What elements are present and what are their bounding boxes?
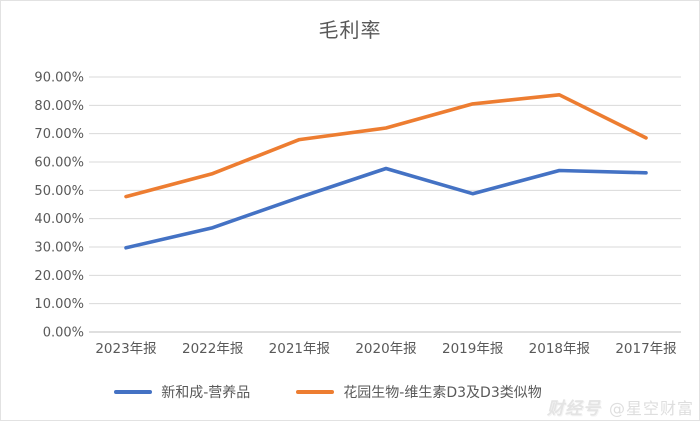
watermark: 财经号 @星空财富 — [546, 399, 694, 419]
y-axis-tick-label: 60.00% — [34, 156, 84, 171]
y-axis-tick-label: 50.00% — [34, 184, 84, 199]
x-axis-tick-label: 2020年报 — [355, 341, 416, 357]
line-chart-plot-area: 0.00% 10.00% 20.00% 30.00% 40.00% 50.00% 60.00… — [34, 71, 681, 357]
series-line — [124, 93, 648, 199]
x-axis-tick-label: 2019年报 — [442, 341, 503, 357]
series-line — [124, 166, 648, 250]
y-axis-tick-label: 20.00% — [34, 269, 84, 284]
legend-label: 花园生物-维生素D3及D3类似物 — [343, 385, 542, 401]
legend-item: 花园生物-维生素D3及D3类似物 — [296, 382, 542, 402]
x-axis-tick-label: 2018年报 — [529, 341, 590, 357]
watermark-author-handle: @星空财富 — [608, 399, 694, 418]
y-axis-tick-label: 40.00% — [34, 212, 84, 227]
x-axis-tick-label: 2022年报 — [182, 341, 243, 357]
legend-item: 新和成-营养品 — [114, 382, 250, 402]
legend-label: 新和成-营养品 — [161, 385, 251, 401]
y-axis-tick-label: 0.00% — [43, 326, 84, 341]
legend-line-swatch — [296, 390, 335, 394]
x-axis-tick-label: 2023年报 — [95, 341, 156, 357]
y-axis-tick-label: 70.00% — [34, 127, 84, 142]
y-axis-tick-label: 90.00% — [34, 71, 84, 86]
y-axis-tick-label: 30.00% — [34, 241, 84, 256]
chart-title: 毛利率 — [318, 18, 382, 42]
x-axis-tick-label: 2017年报 — [615, 341, 676, 357]
watermark-logo: 财经号 — [546, 399, 601, 419]
y-axis-tick-label: 80.00% — [34, 99, 84, 114]
y-axis-tick-label: 10.00% — [34, 297, 84, 312]
chart-legend: 新和成-营养品 花园生物-维生素D3及D3类似物 — [1, 382, 677, 402]
legend-line-swatch — [114, 390, 153, 394]
x-axis-tick-label: 2021年报 — [269, 341, 330, 357]
